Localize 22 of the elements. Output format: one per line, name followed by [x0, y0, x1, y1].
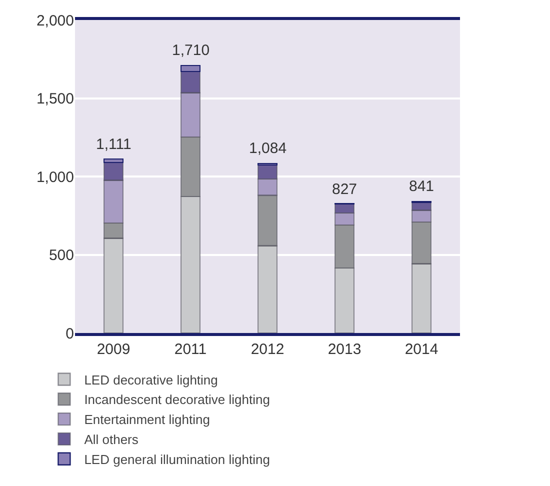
x-tick-label: 2014: [404, 341, 438, 358]
x-tick-label: 2011: [174, 341, 207, 358]
x-tick-label: 2013: [328, 341, 362, 358]
y-tick-label: 1,500: [36, 90, 74, 108]
y-tick-label: 2,000: [36, 12, 74, 30]
legend-label: LED decorative lighting: [84, 372, 218, 388]
legend-label: All others: [84, 432, 139, 448]
legend-label: Incandescent decorative lighting: [84, 392, 270, 408]
y-tick-label: 500: [48, 247, 74, 264]
total-label: 1,710: [172, 42, 210, 59]
y-tick-label: 1,000: [36, 168, 74, 186]
x-tick-label: 2012: [250, 341, 284, 358]
x-tick-label: 2009: [96, 341, 130, 358]
bar: [103, 158, 124, 164]
legend-label: LED general illumination lighting: [84, 452, 270, 467]
total-label: 827: [332, 181, 358, 198]
total-label: 841: [409, 178, 434, 195]
bar: [180, 64, 201, 72]
total-label: 1,084: [249, 140, 287, 157]
legend-label: Entertainment lighting: [84, 412, 210, 428]
y-tick-label: 0: [66, 325, 74, 342]
total-label: 1,111: [96, 136, 132, 153]
